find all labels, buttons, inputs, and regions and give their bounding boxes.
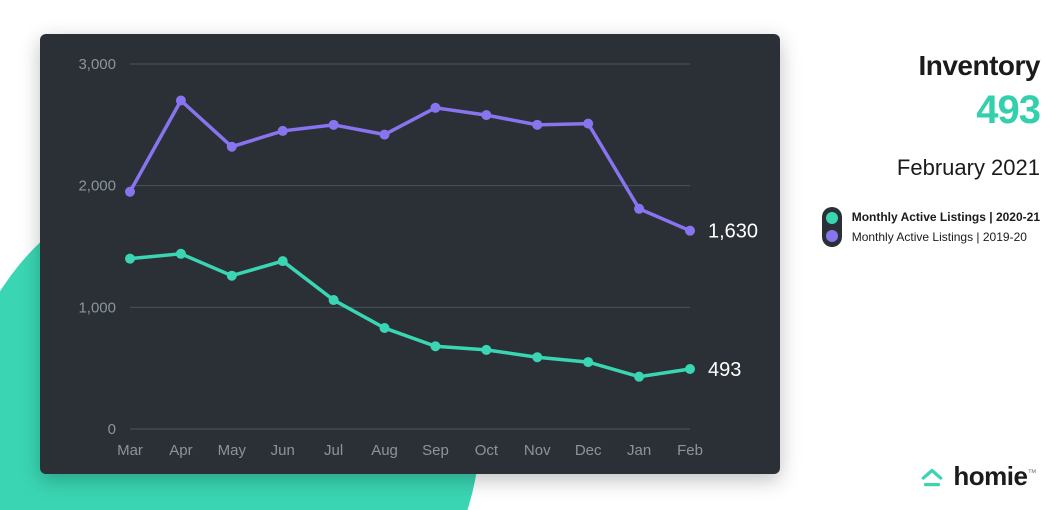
svg-text:2,000: 2,000: [78, 178, 116, 195]
house-icon: [919, 464, 945, 490]
svg-text:Aug: Aug: [371, 442, 398, 459]
svg-text:Nov: Nov: [524, 442, 551, 459]
svg-text:Feb: Feb: [677, 442, 703, 459]
svg-text:0: 0: [108, 421, 116, 438]
metric-value: 493: [800, 88, 1040, 133]
legend: Monthly Active Listings | 2020-21 Monthl…: [822, 207, 1040, 248]
legend-pill: [822, 207, 842, 247]
legend-label-current: Monthly Active Listings | 2020-21: [852, 207, 1040, 227]
svg-text:Sep: Sep: [422, 442, 449, 459]
legend-dot-current: [826, 212, 838, 224]
svg-text:Jan: Jan: [627, 442, 651, 459]
svg-text:1,630: 1,630: [708, 221, 758, 243]
svg-text:Apr: Apr: [169, 442, 192, 459]
svg-text:1,000: 1,000: [78, 299, 116, 316]
svg-text:3,000: 3,000: [78, 56, 116, 73]
svg-text:Oct: Oct: [475, 442, 499, 459]
metric-date: February 2021: [800, 155, 1040, 181]
svg-text:Jun: Jun: [271, 442, 295, 459]
legend-dot-prior: [826, 230, 838, 242]
brand-logo: homie™: [919, 461, 1036, 492]
side-panel: Inventory 493 February 2021 Monthly Acti…: [800, 50, 1040, 248]
svg-text:Jul: Jul: [324, 442, 343, 459]
chart-card: 0 1,000 2,000 3,000 Mar Apr May Jun Jul Aug Sep Oct…: [40, 34, 780, 474]
inventory-line-chart: 0 1,000 2,000 3,000 Mar Apr May Jun Jul Aug Sep Oct…: [40, 34, 780, 474]
legend-labels: Monthly Active Listings | 2020-21 Monthl…: [852, 207, 1040, 248]
svg-text:Mar: Mar: [117, 442, 143, 459]
svg-text:May: May: [218, 442, 247, 459]
svg-text:Dec: Dec: [575, 442, 602, 459]
svg-text:493: 493: [708, 359, 741, 381]
brand-name: homie™: [953, 461, 1036, 492]
metric-title: Inventory: [800, 50, 1040, 82]
legend-label-prior: Monthly Active Listings | 2019-20: [852, 227, 1040, 247]
